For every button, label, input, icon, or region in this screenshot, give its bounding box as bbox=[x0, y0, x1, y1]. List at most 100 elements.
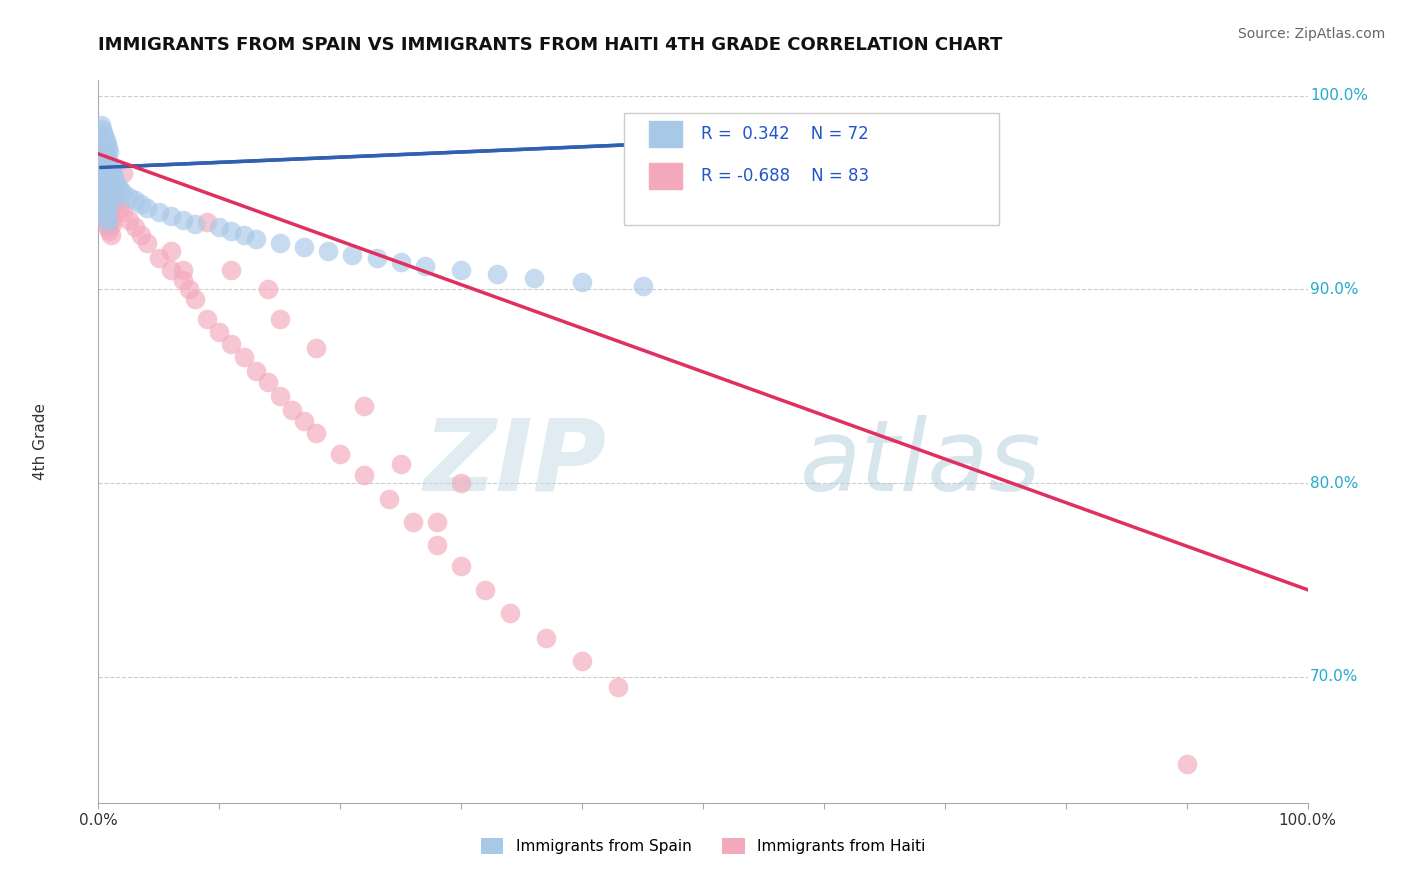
Point bbox=[100, 182, 122, 196]
Text: atlas: atlas bbox=[800, 415, 1042, 512]
Point bbox=[366, 252, 388, 266]
Point bbox=[94, 182, 117, 196]
Point bbox=[172, 273, 194, 287]
Bar bbox=[648, 121, 682, 147]
Point bbox=[97, 189, 120, 203]
Point bbox=[135, 235, 157, 250]
Text: 100.0%: 100.0% bbox=[1310, 88, 1368, 103]
Text: 90.0%: 90.0% bbox=[1310, 282, 1358, 297]
Point bbox=[269, 235, 291, 250]
Point bbox=[91, 154, 114, 169]
Point bbox=[96, 137, 118, 152]
Point bbox=[94, 147, 117, 161]
Point bbox=[184, 292, 207, 306]
Point bbox=[426, 538, 449, 552]
Point bbox=[389, 255, 412, 269]
Point bbox=[96, 166, 118, 180]
Bar bbox=[648, 163, 682, 189]
Point bbox=[91, 154, 114, 169]
Point bbox=[91, 199, 114, 213]
Point bbox=[245, 232, 267, 246]
Point bbox=[90, 147, 112, 161]
Point bbox=[93, 178, 115, 192]
Point bbox=[450, 263, 472, 277]
Point bbox=[221, 263, 243, 277]
Point bbox=[90, 166, 112, 180]
Point bbox=[91, 195, 114, 210]
Point bbox=[389, 457, 412, 471]
Point bbox=[100, 178, 122, 192]
Point bbox=[129, 197, 152, 211]
Point bbox=[98, 194, 121, 208]
Text: Source: ZipAtlas.com: Source: ZipAtlas.com bbox=[1237, 27, 1385, 41]
Point bbox=[100, 212, 122, 227]
Point bbox=[101, 166, 124, 180]
Point bbox=[281, 402, 304, 417]
Point bbox=[148, 205, 170, 219]
Point bbox=[91, 186, 114, 200]
Point bbox=[96, 211, 118, 225]
Point bbox=[94, 207, 117, 221]
Point bbox=[256, 283, 278, 297]
Point bbox=[90, 147, 112, 161]
Point bbox=[91, 189, 114, 203]
Point bbox=[108, 182, 131, 196]
Point bbox=[103, 189, 125, 203]
Text: IMMIGRANTS FROM SPAIN VS IMMIGRANTS FROM HAITI 4TH GRADE CORRELATION CHART: IMMIGRANTS FROM SPAIN VS IMMIGRANTS FROM… bbox=[98, 36, 1002, 54]
Point bbox=[105, 178, 128, 192]
Point bbox=[232, 228, 254, 243]
Point bbox=[96, 201, 118, 215]
Point bbox=[108, 201, 131, 215]
Point bbox=[160, 209, 183, 223]
Point bbox=[111, 205, 134, 219]
Text: R =  0.342    N = 72: R = 0.342 N = 72 bbox=[700, 126, 869, 144]
Point bbox=[93, 194, 115, 208]
Point bbox=[96, 186, 118, 200]
Point bbox=[97, 215, 120, 229]
Point bbox=[104, 174, 127, 188]
Point bbox=[118, 189, 141, 203]
Point bbox=[148, 252, 170, 266]
Point bbox=[97, 220, 120, 235]
Point bbox=[90, 166, 112, 180]
Point bbox=[93, 202, 115, 217]
Point bbox=[195, 311, 218, 326]
Point bbox=[98, 145, 121, 159]
Point bbox=[179, 283, 201, 297]
Point bbox=[172, 263, 194, 277]
Point bbox=[523, 271, 546, 285]
Point bbox=[91, 151, 114, 165]
Point bbox=[93, 159, 115, 173]
Point bbox=[353, 399, 375, 413]
Text: R = -0.688    N = 83: R = -0.688 N = 83 bbox=[700, 168, 869, 186]
Point bbox=[93, 129, 115, 144]
Point bbox=[97, 141, 120, 155]
Point bbox=[91, 205, 114, 219]
Point bbox=[94, 133, 117, 147]
Point bbox=[377, 491, 399, 506]
Point bbox=[90, 131, 112, 145]
Point bbox=[111, 166, 134, 180]
Point bbox=[221, 336, 243, 351]
Point bbox=[98, 194, 121, 208]
Point bbox=[96, 166, 118, 180]
Point bbox=[100, 217, 122, 231]
Text: 70.0%: 70.0% bbox=[1310, 669, 1358, 684]
Point bbox=[160, 244, 183, 258]
Point bbox=[100, 178, 122, 192]
Point bbox=[98, 209, 121, 223]
Point bbox=[292, 240, 315, 254]
Point bbox=[100, 197, 122, 211]
Point bbox=[208, 325, 231, 339]
Point bbox=[195, 215, 218, 229]
Point bbox=[93, 209, 115, 223]
Point bbox=[353, 468, 375, 483]
Point bbox=[135, 201, 157, 215]
Point bbox=[91, 170, 114, 185]
Point bbox=[103, 170, 125, 185]
Point bbox=[100, 162, 122, 177]
Text: 80.0%: 80.0% bbox=[1310, 475, 1358, 491]
Point bbox=[118, 212, 141, 227]
Point bbox=[245, 364, 267, 378]
Point bbox=[413, 259, 436, 273]
